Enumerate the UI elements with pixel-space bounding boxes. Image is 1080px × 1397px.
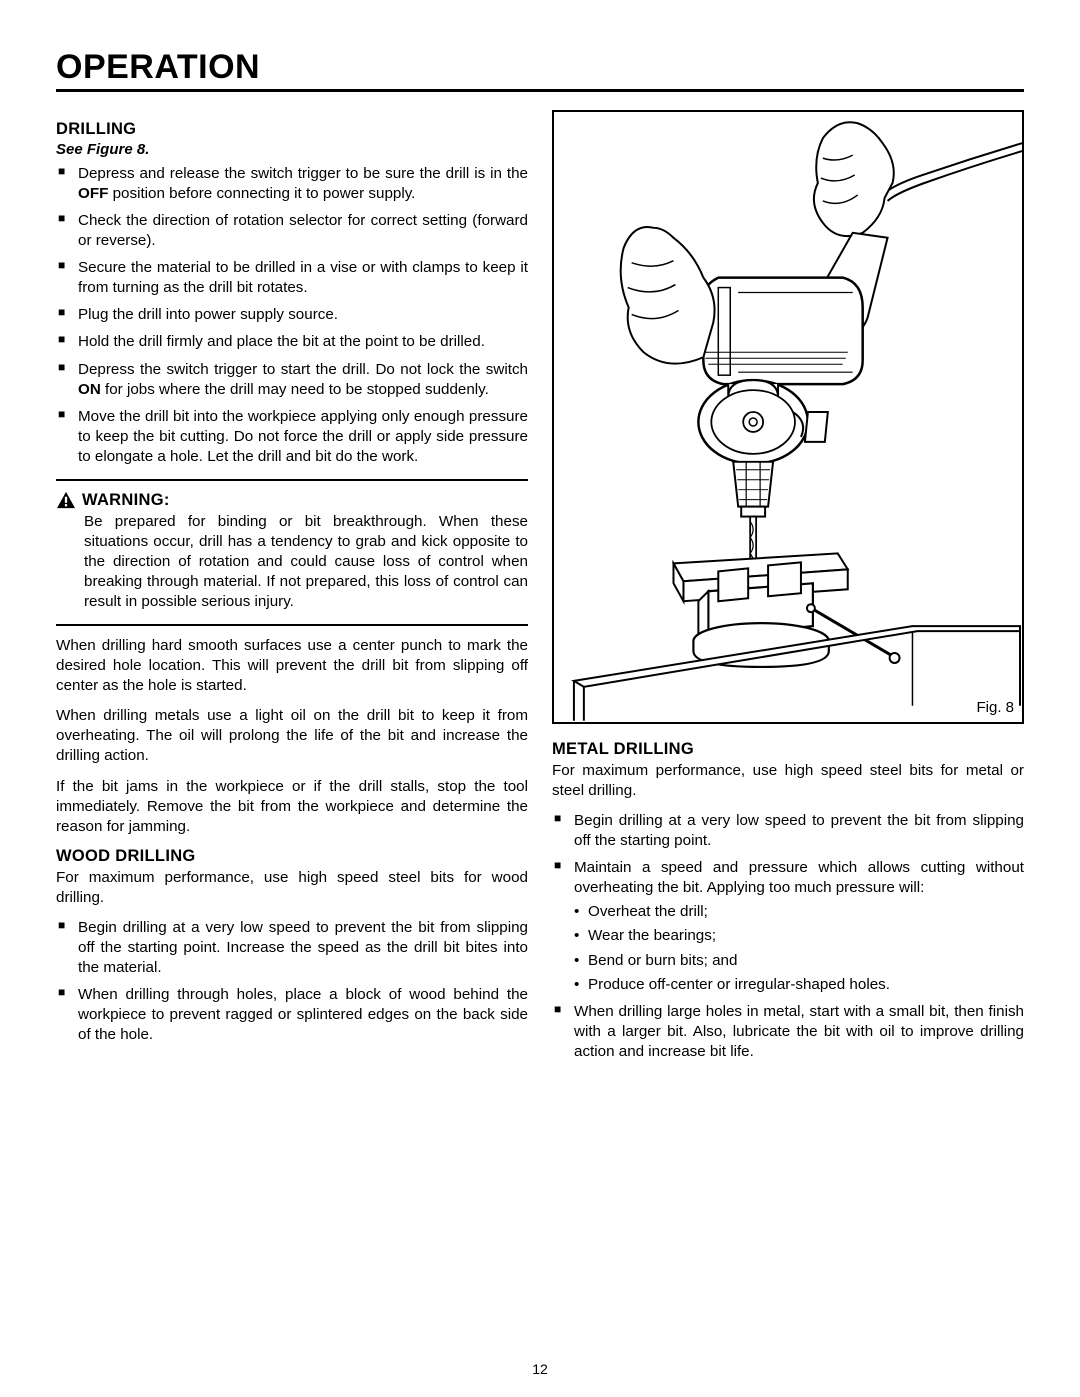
list-item: Depress and release the switch trigger t… — [56, 164, 528, 204]
sub-list: Overheat the drill; Wear the bearings; Ben… — [574, 902, 1024, 994]
wood-heading: WOOD DRILLING — [56, 847, 528, 866]
sub-item: Wear the bearings; — [574, 926, 1024, 946]
drilling-heading: DRILLING — [56, 120, 528, 139]
see-figure-ref: See Figure 8. — [56, 141, 528, 158]
page-number: 12 — [0, 1361, 1080, 1377]
list-item: When drilling large holes in metal, star… — [552, 1002, 1024, 1062]
drilling-list: Depress and release the switch trigger t… — [56, 164, 528, 467]
metal-heading: METAL DRILLING — [552, 740, 1024, 759]
divider-top — [56, 479, 528, 481]
divider-bottom — [56, 624, 528, 626]
wood-intro: For maximum performance, use high speed … — [56, 868, 528, 908]
warning-icon — [56, 491, 76, 509]
metal-intro: For maximum performance, use high speed … — [552, 761, 1024, 801]
content-columns: DRILLING See Figure 8. Depress and relea… — [56, 110, 1024, 1069]
list-item: Plug the drill into power supply source. — [56, 305, 528, 325]
metal-list: Begin drilling at a very low speed to pr… — [552, 811, 1024, 1062]
page-title: OPERATION — [56, 48, 1024, 92]
sub-item: Overheat the drill; — [574, 902, 1024, 922]
para-2: When drilling metals use a light oil on … — [56, 706, 528, 766]
list-item: Depress the switch trigger to start the … — [56, 360, 528, 400]
warning-body: Be prepared for binding or bit breakthro… — [56, 512, 528, 612]
left-column: DRILLING See Figure 8. Depress and relea… — [56, 110, 528, 1069]
list-item: Check the direction of rotation selector… — [56, 211, 528, 251]
drill-illustration — [554, 112, 1022, 722]
list-item: Move the drill bit into the workpiece ap… — [56, 407, 528, 467]
sub-item: Produce off-center or irregular-shaped h… — [574, 975, 1024, 995]
list-item: Hold the drill firmly and place the bit … — [56, 332, 528, 352]
warning-heading: WARNING: — [56, 491, 528, 510]
list-item: Begin drilling at a very low speed to pr… — [56, 918, 528, 978]
para-1: When drilling hard smooth surfaces use a… — [56, 636, 528, 696]
sub-item: Bend or burn bits; and — [574, 951, 1024, 971]
wood-list: Begin drilling at a very low speed to pr… — [56, 918, 528, 1045]
para-3: If the bit jams in the workpiece or if t… — [56, 777, 528, 837]
list-item: Secure the material to be drilled in a v… — [56, 258, 528, 298]
list-item: Begin drilling at a very low speed to pr… — [552, 811, 1024, 851]
list-item: When drilling through holes, place a blo… — [56, 985, 528, 1045]
right-column: Fig. 8 METAL DRILLING For maximum perfor… — [552, 110, 1024, 1069]
figure-caption: Fig. 8 — [976, 699, 1014, 716]
figure-8: Fig. 8 — [552, 110, 1024, 724]
warning-label: WARNING: — [82, 491, 170, 510]
list-item: Maintain a speed and pressure which allo… — [552, 858, 1024, 994]
